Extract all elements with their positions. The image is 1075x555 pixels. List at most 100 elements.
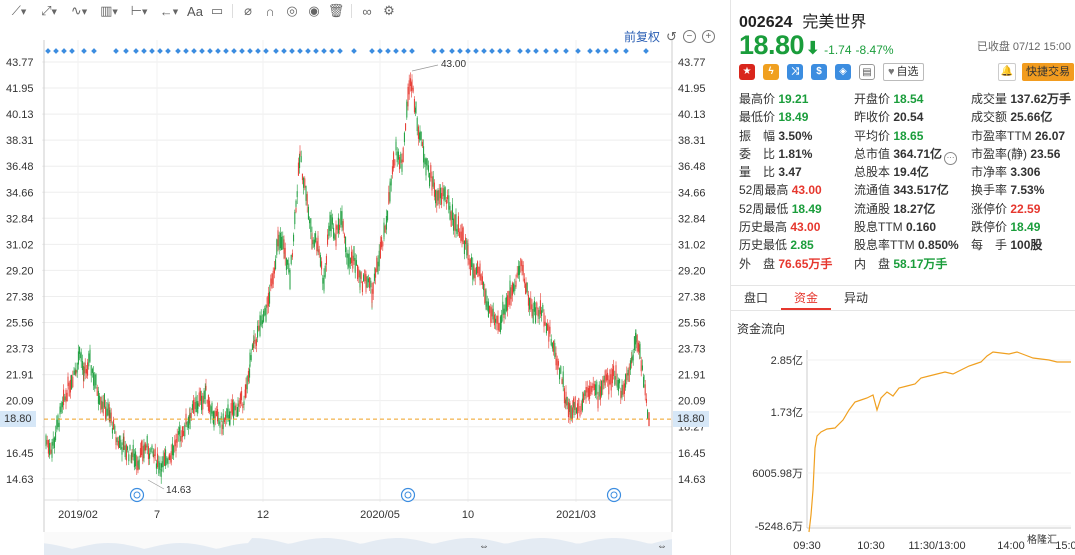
event-marker[interactable]: [247, 48, 253, 54]
event-marker[interactable]: [45, 48, 51, 54]
event-marker[interactable]: [133, 48, 139, 54]
event-marker[interactable]: [553, 48, 559, 54]
navigator-handle-icon[interactable]: ⇔: [657, 541, 667, 552]
event-marker[interactable]: [183, 48, 189, 54]
event-marker[interactable]: [401, 48, 407, 54]
quick-trade-button[interactable]: 快捷交易: [1022, 63, 1074, 81]
undo-arrow-icon[interactable]: ← ▾: [159, 3, 179, 19]
tab-2[interactable]: 异动: [844, 291, 869, 305]
event-marker[interactable]: [215, 48, 221, 54]
event-marker[interactable]: [505, 48, 511, 54]
lightning-icon[interactable]: ϟ: [763, 64, 779, 80]
report-marker-icon[interactable]: [129, 487, 145, 503]
event-marker[interactable]: [255, 48, 261, 54]
trendline-icon[interactable]: ⟋ ▾: [11, 3, 27, 18]
shuffle-icon[interactable]: ⤨: [787, 64, 803, 80]
event-marker[interactable]: [123, 48, 129, 54]
event-marker[interactable]: [525, 48, 531, 54]
navigator-handle-icon[interactable]: ⇔: [479, 541, 489, 552]
event-marker[interactable]: [273, 48, 279, 54]
event-marker[interactable]: [313, 48, 319, 54]
event-marker[interactable]: [603, 48, 609, 54]
ray-icon[interactable]: ⤢ ▾: [41, 3, 57, 18]
measure-icon[interactable]: ⊢ ▾: [130, 3, 148, 18]
tag-icon[interactable]: ◈: [835, 64, 851, 80]
event-marker[interactable]: [575, 48, 581, 54]
event-marker[interactable]: [141, 48, 147, 54]
zoom-in-icon[interactable]: +: [701, 30, 715, 43]
event-marker[interactable]: [587, 48, 593, 54]
more-icon[interactable]: ···: [944, 151, 958, 165]
tab-1[interactable]: 资金: [781, 286, 832, 310]
watchlist-button[interactable]: ♥ 自选: [883, 63, 924, 81]
settings-icon[interactable]: ⚙: [383, 3, 395, 18]
event-marker[interactable]: [533, 48, 539, 54]
reset-icon[interactable]: ↺: [666, 28, 677, 44]
eraser-icon[interactable]: ⌀: [244, 3, 252, 18]
event-marker[interactable]: [199, 48, 205, 54]
event-marker[interactable]: [91, 48, 97, 54]
report-marker-icon[interactable]: [400, 487, 416, 503]
event-marker[interactable]: [149, 48, 155, 54]
candlestick-chart[interactable]: 43.77 43.77 41.95 41.95 40.13 40.13 38.31 38.31…: [0, 22, 728, 555]
event-marker[interactable]: [497, 48, 503, 54]
event-marker[interactable]: [517, 48, 523, 54]
event-marker[interactable]: [329, 48, 335, 54]
event-marker[interactable]: [431, 48, 437, 54]
event-marker[interactable]: [263, 48, 269, 54]
adjust-mode-button[interactable]: 前复权: [624, 30, 661, 44]
eye-off-icon[interactable]: ◎: [286, 3, 298, 18]
event-marker[interactable]: [289, 48, 295, 54]
event-marker[interactable]: [297, 48, 303, 54]
magnet-icon[interactable]: ∩: [265, 3, 275, 19]
link-icon[interactable]: ∞: [362, 3, 372, 19]
dollar-icon[interactable]: $: [811, 64, 827, 80]
event-marker[interactable]: [473, 48, 479, 54]
event-marker[interactable]: [449, 48, 455, 54]
eye-icon[interactable]: ◉: [308, 3, 320, 18]
event-marker[interactable]: [321, 48, 327, 54]
event-marker[interactable]: [623, 48, 629, 54]
event-marker[interactable]: [231, 48, 237, 54]
chart-type-icon[interactable]: ▥ ▾: [100, 3, 118, 18]
event-marker[interactable]: [393, 48, 399, 54]
event-marker[interactable]: [481, 48, 487, 54]
event-marker[interactable]: [385, 48, 391, 54]
event-marker[interactable]: [489, 48, 495, 54]
event-marker[interactable]: [165, 48, 171, 54]
document-icon[interactable]: ▤: [859, 64, 875, 80]
event-marker[interactable]: [351, 48, 357, 54]
bell-icon[interactable]: 🔔: [998, 63, 1016, 81]
event-marker[interactable]: [613, 48, 619, 54]
event-marker[interactable]: [409, 48, 415, 54]
range-navigator[interactable]: ⇔ ⇔: [44, 532, 672, 555]
event-marker[interactable]: [305, 48, 311, 54]
trash-icon[interactable]: 🗑: [327, 3, 345, 18]
event-marker[interactable]: [563, 48, 569, 54]
event-marker[interactable]: [465, 48, 471, 54]
event-marker[interactable]: [223, 48, 229, 54]
event-marker[interactable]: [377, 48, 383, 54]
zoom-out-icon[interactable]: −: [682, 30, 696, 43]
event-marker[interactable]: [69, 48, 75, 54]
event-marker[interactable]: [543, 48, 549, 54]
event-marker[interactable]: [157, 48, 163, 54]
event-marker[interactable]: [191, 48, 197, 54]
event-marker[interactable]: [113, 48, 119, 54]
event-marker[interactable]: [81, 48, 87, 54]
wave-icon[interactable]: ∿ ▾: [70, 3, 88, 18]
report-marker-icon[interactable]: [606, 487, 622, 503]
event-marker[interactable]: [53, 48, 59, 54]
event-marker[interactable]: [439, 48, 445, 54]
tab-0[interactable]: 盘口: [744, 291, 769, 305]
text-tool-button[interactable]: Aa: [187, 3, 203, 19]
event-marker[interactable]: [175, 48, 181, 54]
event-marker[interactable]: [61, 48, 67, 54]
note-icon[interactable]: ▭: [210, 3, 224, 18]
event-marker[interactable]: [239, 48, 245, 54]
event-marker[interactable]: [595, 48, 601, 54]
event-marker[interactable]: [643, 48, 649, 54]
event-marker[interactable]: [281, 48, 287, 54]
event-marker[interactable]: [207, 48, 213, 54]
event-marker[interactable]: [337, 48, 343, 54]
